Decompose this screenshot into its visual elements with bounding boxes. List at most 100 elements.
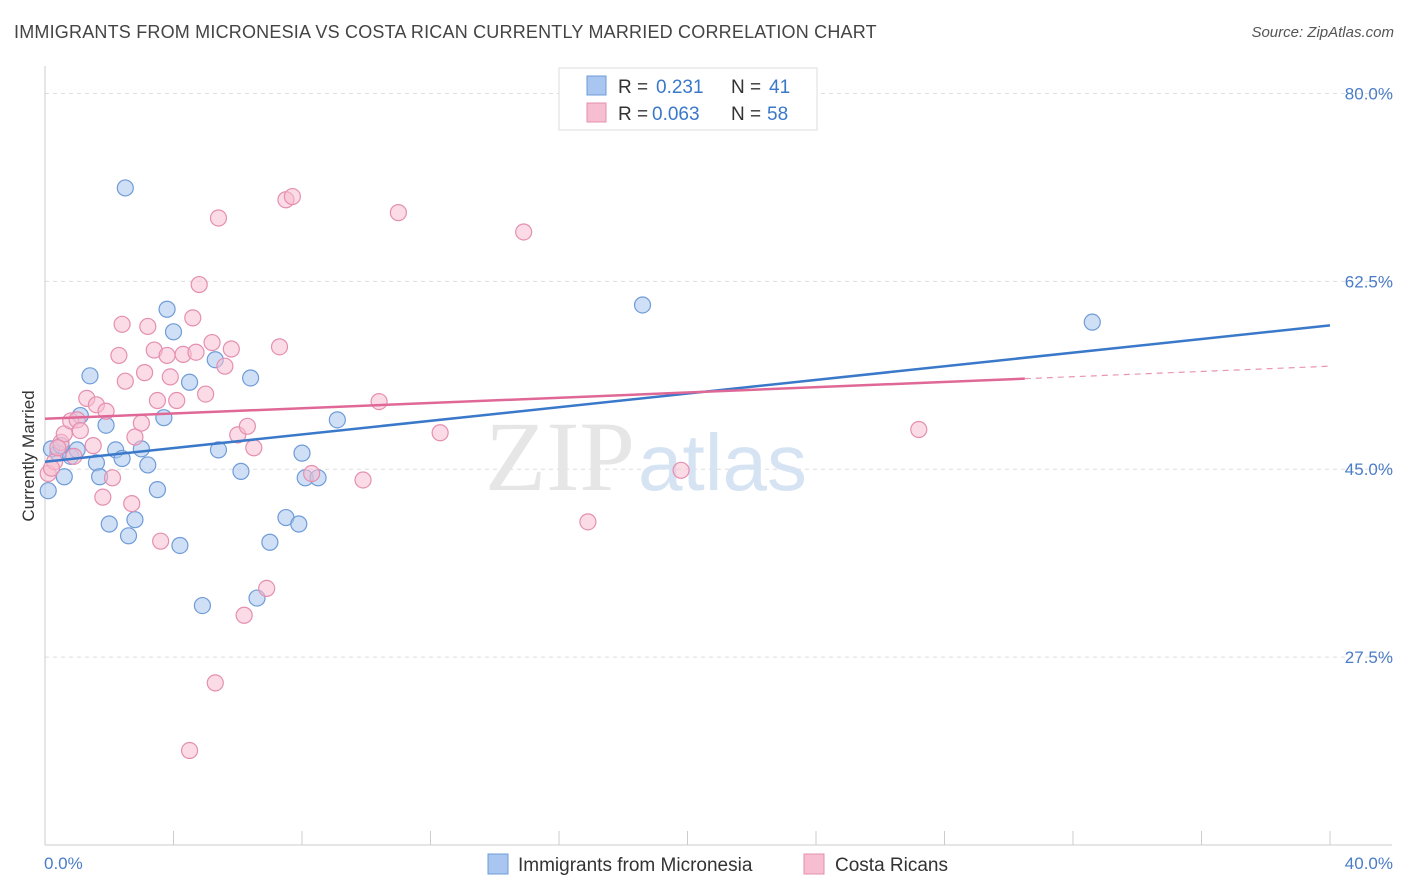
legend-swatch-blue	[586, 75, 607, 96]
pink-data-point	[235, 606, 253, 624]
pink-data-point	[103, 469, 122, 487]
legend-n-label: N =	[731, 104, 761, 125]
blue-data-point	[180, 373, 199, 391]
x-tick-label: 40.0%	[1345, 854, 1393, 873]
blue-data-point	[193, 596, 212, 615]
pink-data-point	[245, 439, 263, 457]
correlation-legend: R = 0.231 N = 41 R = 0.063 N = 58	[558, 67, 818, 131]
pink-data-point	[132, 414, 150, 432]
axes: 27.5% 45.0% 62.5% 80.0% 0.0% 40.0%	[44, 66, 1393, 873]
pink-data-point	[672, 461, 690, 479]
blue-data-point	[1083, 313, 1101, 331]
pink-data-point	[161, 368, 179, 386]
pink-data-point	[197, 385, 215, 403]
pink-data-point	[216, 357, 234, 375]
blue-data-point	[148, 481, 167, 499]
bottom-legend-swatch-pink	[803, 853, 825, 875]
legend-r-label: R =	[618, 104, 648, 125]
pink-data-point	[303, 464, 321, 483]
blue-data-point	[261, 533, 279, 551]
pink-data-point	[84, 437, 102, 455]
legend-r-value: 0.063	[652, 104, 700, 125]
pink-data-point	[123, 494, 141, 513]
y-tick-label: 27.5%	[1345, 648, 1393, 667]
pink-data-point	[139, 317, 157, 336]
pink-data-point	[113, 315, 131, 333]
y-axis-label: Currently Married	[19, 390, 38, 521]
pink-data-point	[515, 223, 533, 241]
chart-title: IMMIGRANTS FROM MICRONESIA VS COSTA RICA…	[14, 22, 877, 42]
y-tick-label: 80.0%	[1345, 84, 1393, 103]
x-tick-label: 0.0%	[44, 854, 83, 873]
pink-data-point	[116, 372, 134, 390]
blue-data-point	[328, 411, 346, 429]
blue-data-point	[139, 456, 157, 474]
legend-swatch-pink	[586, 102, 607, 123]
blue-data-point	[633, 296, 652, 314]
pink-data-point	[270, 338, 289, 356]
pink-data-point	[222, 340, 240, 358]
pink-data-point	[370, 392, 388, 411]
blue-data-point	[171, 536, 189, 555]
y-tick-label: 62.5%	[1345, 272, 1393, 291]
data-points	[39, 179, 1101, 760]
pink-data-point	[71, 421, 89, 440]
trend-lines	[44, 324, 1331, 463]
watermark-zip: ZIP	[485, 401, 635, 512]
pink-data-point	[135, 364, 154, 382]
blue-data-point	[164, 323, 183, 341]
blue-data-point	[81, 367, 99, 385]
blue-data-point	[39, 482, 57, 500]
pink-data-point	[431, 424, 449, 442]
blue-data-point	[232, 462, 250, 480]
pink-data-point	[190, 275, 208, 294]
pink-data-point	[180, 741, 199, 760]
blue-data-point	[242, 369, 260, 387]
grid-lines	[45, 92, 1392, 658]
pink-data-point	[152, 532, 170, 550]
watermark: ZIP atlas	[485, 401, 807, 512]
legend-r-value: 0.231	[656, 77, 704, 98]
pink-data-point	[65, 447, 83, 465]
pink-trend-extension	[1024, 365, 1331, 380]
bottom-legend-swatch-blue	[487, 853, 509, 875]
y-tick-label: 45.0%	[1345, 460, 1393, 479]
pink-data-point	[258, 579, 276, 598]
pink-data-point	[49, 439, 67, 457]
legend-n-value: 58	[767, 104, 788, 125]
pink-data-point	[110, 346, 128, 365]
legend-n-label: N =	[731, 77, 761, 98]
pink-data-point	[283, 187, 301, 206]
blue-data-point	[155, 409, 173, 427]
blue-data-point	[100, 515, 118, 533]
blue-data-point	[119, 527, 138, 545]
watermark-atlas: atlas	[638, 418, 807, 507]
pink-data-point	[238, 417, 256, 435]
pink-data-point	[168, 391, 186, 410]
pink-data-point	[354, 471, 372, 489]
legend-r-label: R =	[618, 77, 648, 98]
pink-data-point	[203, 333, 221, 352]
pink-data-point	[206, 674, 224, 692]
bottom-legend-label: Costa Ricans	[835, 855, 948, 876]
bottom-legend-label: Immigrants from Micronesia	[518, 855, 753, 876]
pink-data-point	[579, 513, 597, 531]
pink-trend-line	[44, 377, 1025, 421]
blue-data-point	[55, 468, 73, 486]
pink-data-point	[209, 209, 228, 227]
blue-data-point	[293, 444, 311, 462]
pink-data-point	[187, 343, 205, 361]
pink-data-point	[158, 346, 176, 365]
pink-data-point	[126, 428, 144, 446]
source-credit: Source: ZipAtlas.com	[1251, 24, 1394, 41]
pink-data-point	[94, 488, 112, 506]
pink-data-point	[184, 309, 202, 327]
pink-data-point	[148, 391, 167, 410]
legend-n-value: 41	[769, 77, 790, 98]
series-legend: Immigrants from Micronesia Costa Ricans	[487, 853, 948, 876]
blue-data-point	[126, 511, 144, 529]
pink-data-point	[389, 204, 407, 222]
blue-data-point	[116, 179, 134, 197]
blue-data-point	[209, 441, 228, 459]
